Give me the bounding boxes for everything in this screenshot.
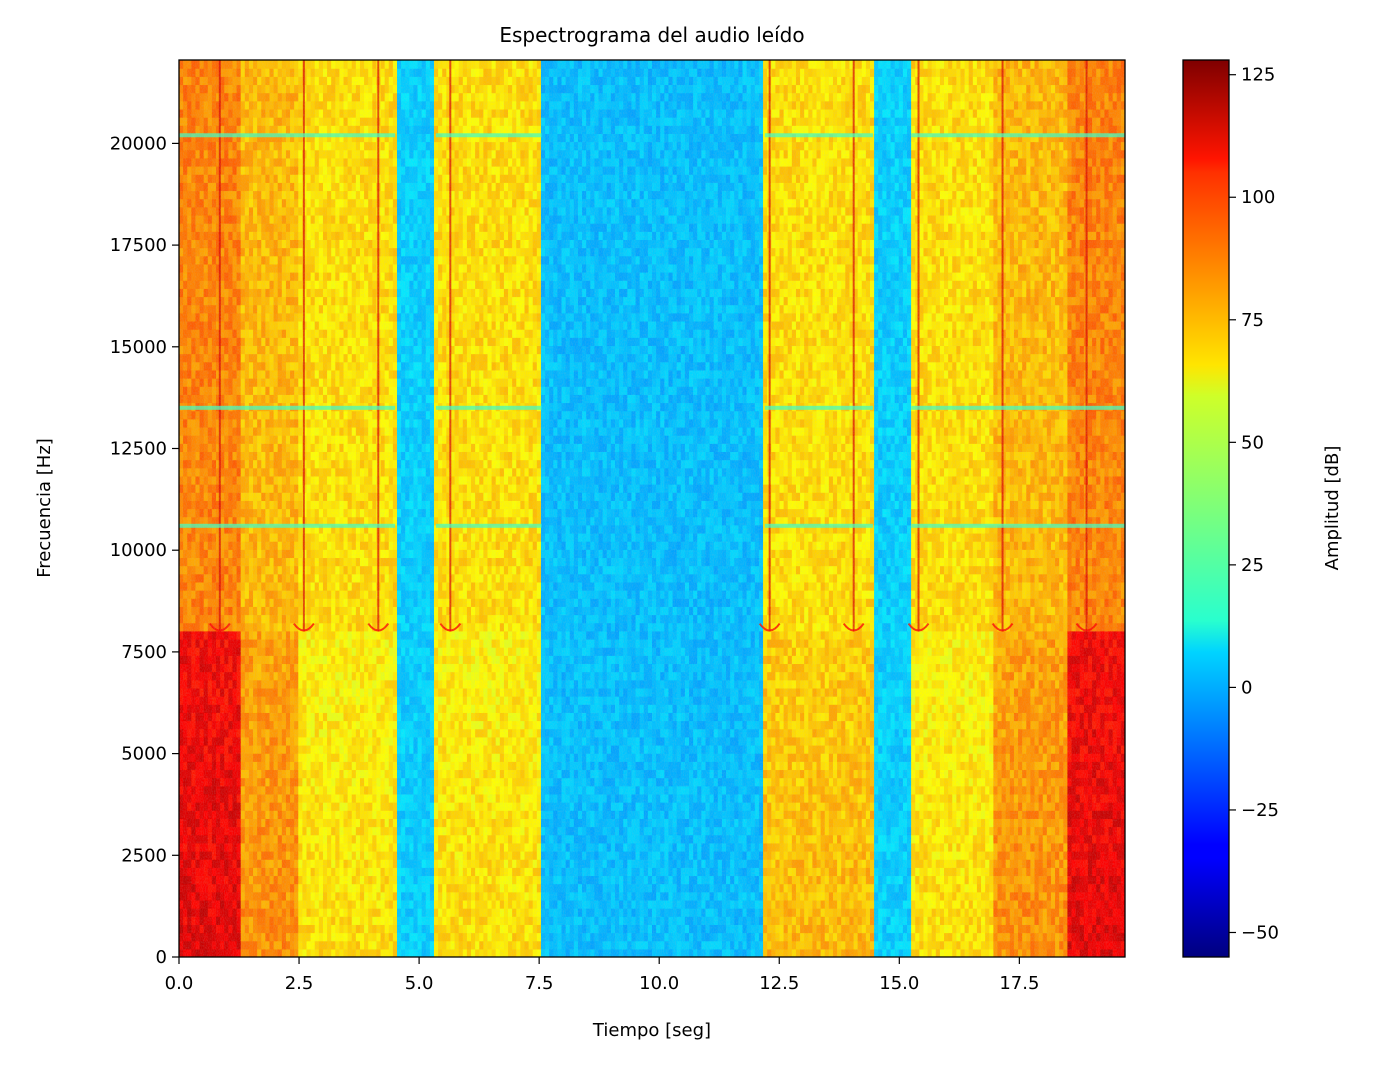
chart-title: Espectrograma del audio leído — [499, 23, 804, 47]
spectrogram-plot-area — [179, 60, 1125, 957]
